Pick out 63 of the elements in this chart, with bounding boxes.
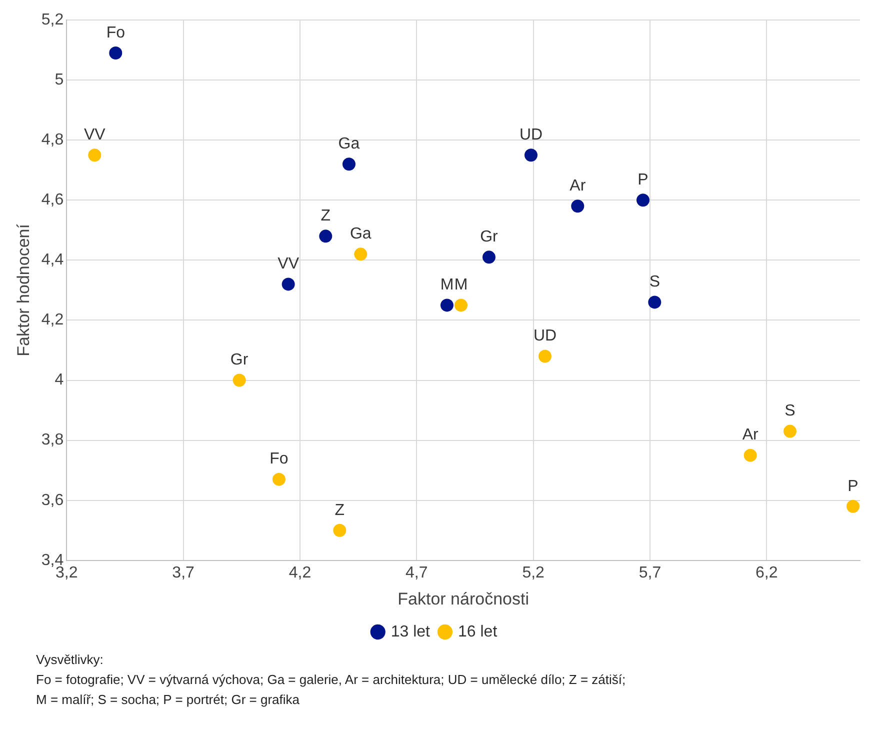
point — [784, 424, 796, 438]
y-tick-label: 4,8 — [41, 131, 64, 148]
annotation: P — [848, 478, 858, 495]
legend-label: 13 let — [390, 623, 431, 640]
x-tick-label: 6,2 — [756, 564, 778, 582]
annotation: Ga — [350, 226, 372, 243]
annotation: Ar — [570, 178, 586, 195]
point — [354, 248, 368, 261]
x-axis-title: Faktor náročnosti — [398, 589, 529, 608]
annotation: UD — [533, 328, 557, 345]
x-tick-label: 5,7 — [638, 564, 662, 582]
text: Fo = fotografie; VV = výtvarná výchova; Ga = galerie, Ar = architektura; UD = umělecké dílo; Z = zátiší; — [36, 671, 627, 689]
point — [342, 158, 356, 171]
point — [524, 148, 538, 162]
annotation: Gr — [480, 228, 499, 246]
y-tick-label: 4,4 — [41, 252, 64, 269]
point — [232, 374, 246, 387]
y-tick-label: 5,2 — [41, 11, 64, 28]
annotation: S — [784, 402, 796, 420]
point — [319, 230, 332, 243]
x-tick-label: 3,7 — [172, 564, 195, 582]
annotation: P — [638, 172, 648, 189]
point — [636, 194, 650, 207]
y-tick-label: 4 — [54, 372, 64, 389]
annotation: M — [454, 276, 468, 294]
annotation: VV — [84, 126, 106, 144]
text: Vysvětlivky: — [36, 651, 104, 669]
x-tick-label: 4,2 — [288, 564, 312, 582]
point — [333, 524, 346, 537]
x-tick-label: 4,7 — [406, 564, 428, 582]
point — [88, 148, 102, 162]
annotation: Gr — [230, 352, 249, 369]
y-tick-label: 5 — [54, 71, 64, 88]
annotation: Fo — [106, 24, 126, 42]
text: M = malíř; S = socha; P = portrét; Gr = grafika — [36, 691, 300, 709]
y-tick-label: 4,2 — [41, 312, 64, 329]
point — [272, 472, 286, 486]
point — [282, 278, 295, 291]
legend-label: 16 let — [458, 623, 498, 640]
point — [571, 200, 584, 213]
annotation: UD — [519, 126, 543, 144]
point — [648, 296, 662, 309]
point — [109, 46, 122, 60]
x-tick-label: 3,2 — [56, 564, 78, 582]
point — [744, 448, 757, 462]
annotation: Ga — [338, 136, 360, 153]
annotation: Z — [320, 208, 331, 225]
point — [846, 500, 860, 513]
y-axis-title: Faktor hodnocení — [14, 224, 33, 356]
point — [538, 350, 552, 363]
x-tick-label: 5,2 — [522, 564, 545, 582]
annotation: Fo — [270, 450, 288, 468]
annotation: Ar — [742, 426, 759, 444]
annotation: M — [440, 276, 454, 294]
y-tick-label: 3,8 — [41, 432, 64, 449]
point — [454, 298, 468, 312]
point — [482, 250, 496, 264]
point — [440, 298, 454, 312]
annotation: VV — [278, 256, 300, 273]
y-tick-label: 4,6 — [41, 192, 64, 209]
y-tick-label: 3,6 — [41, 492, 64, 509]
annotation: Z — [334, 502, 345, 519]
annotation: S — [649, 274, 660, 291]
